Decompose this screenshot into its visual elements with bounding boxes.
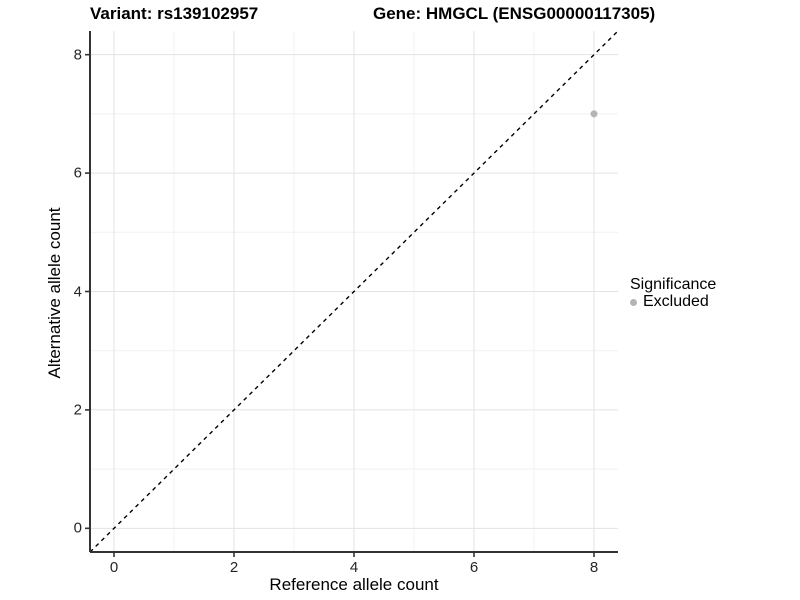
x-tick-label: 0	[109, 559, 119, 576]
legend-item-label: Excluded	[643, 293, 709, 310]
y-axis-title: Alternative allele count	[45, 207, 64, 379]
x-tick-label: 8	[589, 559, 599, 576]
x-tick-label: 4	[349, 559, 359, 576]
legend: Significance Excluded	[630, 276, 716, 310]
y-tick-label: 2	[73, 401, 82, 419]
y-tick-label: 8	[73, 46, 82, 64]
x-axis-title: Reference allele count	[269, 575, 439, 594]
gene-title: Gene: HMGCL (ENSG00000117305)	[373, 4, 656, 23]
x-tick-label: 6	[469, 559, 479, 576]
data-point	[590, 110, 598, 118]
variant-title: Variant: rs139102957	[90, 4, 259, 23]
y-tick-label: 6	[73, 164, 82, 182]
y-tick-label: 4	[73, 283, 82, 300]
legend-point-icon	[630, 298, 637, 306]
legend-title: Significance	[630, 276, 717, 293]
x-tick-label: 2	[229, 559, 239, 576]
y-tick-label: 0	[73, 519, 82, 537]
identity-line	[89, 30, 619, 553]
legend-item-excluded: Excluded	[630, 294, 716, 310]
